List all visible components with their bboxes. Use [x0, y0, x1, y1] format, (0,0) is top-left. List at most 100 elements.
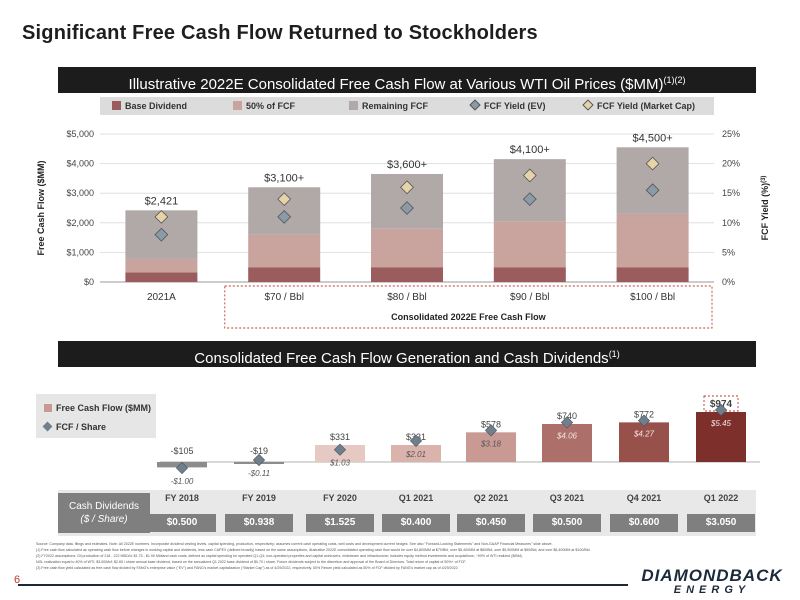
footnote-line: NGL realization equal to 40% of WTI; $3.… — [36, 560, 467, 564]
fcf-share-label: $1.03 — [329, 459, 351, 468]
yield-point-mktcap — [522, 168, 537, 183]
legend-swatch-fcf — [44, 404, 52, 412]
fcf-value-label: -$19 — [250, 446, 268, 456]
footnote-line: (1) Free cash flow calculated as operati… — [36, 548, 591, 552]
fcf-bar — [696, 412, 746, 462]
dividend-period: FY 2019 — [242, 493, 276, 503]
bar-segment-50-of-fcf — [371, 228, 443, 268]
page-number: 6 — [14, 574, 21, 586]
fcf-bar — [391, 445, 441, 462]
footnotes: Source: Company data, filings and estima… — [36, 541, 716, 571]
footnote-line: (2) FY2022 assumptions: Oil production o… — [36, 554, 523, 558]
fcf-share-label: $4.06 — [556, 431, 578, 440]
y-tick-label: $1,000 — [66, 247, 94, 257]
yield-point-ev — [277, 209, 292, 224]
legend-50pct-fcf: 50% of FCF — [233, 97, 295, 115]
y-tick-label: $0 — [84, 277, 94, 287]
y-tick-label: $3,000 — [66, 188, 94, 198]
fcf-value-label: $740 — [557, 411, 577, 421]
bar-segment-base-dividend — [125, 272, 198, 282]
footnote-line: Source: Company data, filings and estima… — [36, 542, 553, 546]
legend-remaining-fcf: Remaining FCF — [349, 97, 428, 115]
fcf-history-bar-chart: Free Cash Flow ($MM) FCF / Share -$105 -$1.… — [36, 394, 760, 486]
dividend-value: $0.600 — [610, 514, 678, 532]
cash-dividends-title: Cash Dividends — [68, 501, 140, 512]
fcf-share-point — [409, 434, 423, 447]
bar-segment-50-of-fcf — [616, 213, 689, 268]
dividend-value: $1.525 — [306, 514, 374, 532]
legend-fcf-yield-ev: FCF Yield (EV) — [469, 97, 546, 115]
bar-segment-50-of-fcf — [248, 234, 321, 268]
bar-total-label: $4,500+ — [633, 132, 673, 144]
yield-point-mktcap — [277, 192, 292, 207]
bar-total-label: $4,100+ — [510, 144, 550, 156]
fcf-share-point — [560, 416, 574, 429]
dividend-value: $0.500 — [148, 514, 216, 532]
bar-segment-base-dividend — [493, 267, 566, 282]
bottom-legend-box — [36, 394, 156, 438]
top-chart-banner: Illustrative 2022E Consolidated Free Cas… — [58, 67, 756, 93]
y2-axis-title-sup: (3) — [761, 176, 767, 183]
logo-line1: DIAMONDBACK — [641, 566, 783, 585]
y-tick-label: $4,000 — [66, 159, 94, 169]
y2-tick-label: 25% — [722, 129, 740, 139]
bar-segment-50-of-fcf — [125, 258, 198, 273]
footnote-line: (3) Free cash flow yield calculated as f… — [36, 566, 459, 570]
yield-point-mktcap — [154, 209, 169, 224]
yield-point-ev — [400, 201, 414, 215]
fcf-share-label: $3.18 — [480, 439, 502, 448]
legend-swatch-50pct-fcf — [233, 101, 242, 110]
legend-diamond-mktcap — [582, 99, 594, 111]
legend-swatch-base-dividend — [112, 101, 121, 110]
x-axis-title: Consolidated 2022E Free Cash Flow — [391, 312, 547, 322]
y2-tick-label: 10% — [722, 218, 740, 228]
y-axis-title: Free Cash Flow ($MM) — [36, 160, 46, 255]
bar-total-label: $3,100+ — [264, 172, 304, 184]
yield-point-ev — [522, 192, 537, 207]
legend-base-dividend: Base Dividend — [112, 97, 187, 115]
dividend-value: $3.050 — [687, 514, 755, 532]
legend-label-fcf-share: FCF / Share — [56, 422, 106, 432]
x-tick-label: $100 / Bbl — [630, 292, 675, 303]
fcf-share-point — [175, 461, 189, 475]
yield-point-mktcap — [645, 156, 660, 171]
bar-segment-base-dividend — [248, 267, 321, 282]
page-title: Significant Free Cash Flow Returned to S… — [22, 22, 538, 44]
dividend-value: $0.450 — [457, 514, 525, 532]
x-tick-label: 2021A — [147, 292, 176, 303]
cash-dividends-sublabel: ($ / Share) — [80, 514, 128, 525]
bottom-banner-text: Consolidated Free Cash Flow Generation a… — [194, 350, 609, 367]
bottom-banner-sup: (1) — [608, 349, 620, 359]
fcf-share-point — [484, 424, 498, 437]
legend-label: Base Dividend — [125, 101, 188, 111]
x-tick-label: $70 / Bbl — [264, 292, 303, 303]
top-legend: Base Dividend 50% of FCF Remaining FCF F… — [100, 97, 714, 115]
y2-tick-label: 15% — [722, 188, 740, 198]
fcf-share-point — [252, 453, 266, 467]
dividend-period: FY 2020 — [323, 493, 357, 503]
top-banner-text: Illustrative 2022E Consolidated Free Cas… — [128, 76, 664, 93]
projection-highlight-box — [224, 285, 713, 329]
company-logo: DIAMONDBACK ENERGY — [632, 566, 792, 596]
dividend-value: $0.500 — [533, 514, 601, 532]
y2-axis-title: FCF Yield (%)(3) — [760, 176, 770, 241]
y2-tick-label: 20% — [722, 159, 740, 169]
bar-total-label: $2,421 — [145, 195, 179, 207]
fcf-value-label: -$105 — [170, 446, 193, 456]
footer-rule — [18, 584, 628, 586]
fcf-share-point — [333, 443, 347, 456]
legend-fcf-yield-mktcap: FCF Yield (Market Cap) — [582, 97, 695, 115]
dividend-period: Q1 2021 — [398, 493, 434, 503]
legend-label: FCF Yield (EV) — [484, 101, 546, 111]
fcf-share-point — [637, 414, 651, 427]
y-tick-label: $2,000 — [66, 218, 94, 228]
cash-dividends-label: Cash Dividends ($ / Share) — [58, 493, 150, 533]
dividend-period: Q1 2022 — [703, 493, 739, 503]
fcf-share-label: $4.27 — [633, 430, 655, 439]
yield-point-ev — [645, 183, 660, 198]
fcf-share-label: $2.01 — [405, 450, 426, 459]
dividend-period: FY 2018 — [165, 493, 199, 503]
fcf-value-label: $772 — [634, 409, 654, 419]
fcf-share-label: $5.45 — [710, 419, 732, 428]
dividend-period: Q3 2021 — [549, 493, 585, 503]
